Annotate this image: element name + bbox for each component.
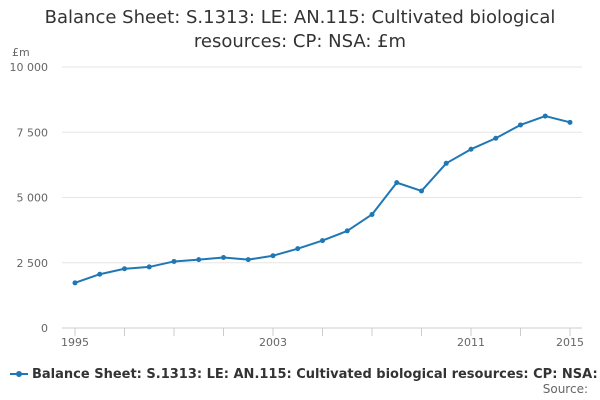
y-tick-label: 10 000 [10, 61, 49, 74]
data-point[interactable] [394, 180, 400, 186]
x-axis [62, 327, 582, 336]
series-group [72, 113, 573, 286]
grid-lines [62, 66, 582, 264]
data-point[interactable] [518, 122, 523, 128]
series-line [74, 115, 571, 284]
y-tick-label: 0 [41, 322, 48, 335]
data-point[interactable] [419, 188, 424, 194]
y-tick-label: 7 500 [17, 126, 49, 139]
data-point[interactable] [245, 257, 251, 263]
x-tick-label: 1995 [61, 336, 89, 349]
data-point[interactable] [270, 253, 276, 259]
tick-labels: 0 2 500 5 000 7 500 10 000 1995 2003 2011 2015 [10, 61, 585, 349]
data-point[interactable] [542, 113, 548, 119]
x-tick-label: 2015 [556, 336, 584, 349]
data-point[interactable] [196, 257, 202, 263]
data-point[interactable] [72, 280, 78, 286]
data-point[interactable] [97, 271, 103, 277]
data-point[interactable] [171, 258, 177, 264]
chart-title: Balance Sheet: S.1313: LE: AN.115: Culti… [44, 7, 556, 52]
legend-series-marker-icon [10, 368, 28, 380]
y-axis-unit-label: £m [12, 46, 30, 59]
x-tick-label: 2003 [259, 336, 287, 349]
data-point[interactable] [344, 228, 350, 234]
data-point[interactable] [221, 255, 226, 261]
data-point[interactable] [567, 119, 573, 125]
x-tick-label: 2011 [457, 336, 485, 349]
data-point[interactable] [443, 160, 449, 166]
data-point[interactable] [320, 238, 325, 244]
source-label: Source: [542, 382, 588, 396]
data-point[interactable] [369, 211, 375, 217]
data-point[interactable] [146, 264, 152, 270]
y-tick-label: 2 500 [17, 257, 49, 270]
data-point[interactable] [493, 135, 499, 141]
y-tick-label: 5 000 [17, 192, 49, 205]
data-point[interactable] [468, 146, 474, 152]
data-point[interactable] [122, 266, 127, 272]
data-point[interactable] [295, 246, 301, 252]
legend[interactable]: Balance Sheet: S.1313: LE: AN.115: Culti… [10, 365, 598, 383]
legend-label: Balance Sheet: S.1313: LE: AN.115: Culti… [32, 366, 598, 382]
